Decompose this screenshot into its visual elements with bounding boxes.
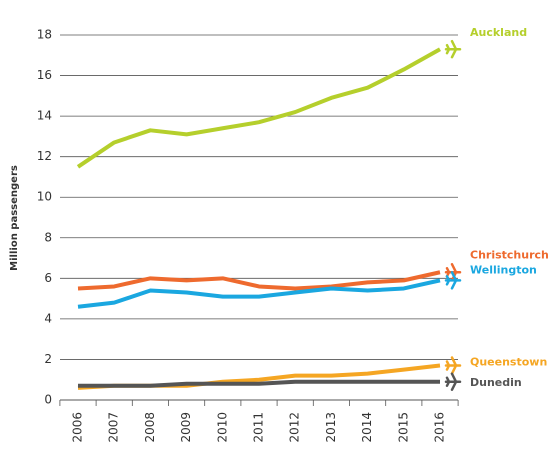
- x-tick-label: 2016: [433, 412, 447, 443]
- y-tick-label: 18: [37, 28, 52, 42]
- y-tick-label: 6: [44, 271, 52, 285]
- x-tick-label: 2010: [215, 412, 229, 443]
- x-tick-label: 2015: [396, 412, 410, 443]
- y-tick-label: 8: [44, 230, 52, 244]
- x-tick-label: 2006: [71, 412, 85, 443]
- x-tick-label: 2011: [252, 412, 266, 443]
- x-tick-label: 2007: [107, 412, 121, 443]
- x-tick-label: 2008: [143, 412, 157, 443]
- y-tick-label: 4: [44, 311, 52, 325]
- series-label: Christchurch: [470, 248, 549, 261]
- plane-icon: [444, 356, 462, 375]
- y-tick-label: 12: [37, 149, 52, 163]
- series-line: [76, 47, 441, 169]
- y-tick-label: 0: [44, 393, 52, 407]
- y-tick-label: 10: [37, 190, 52, 204]
- series-line: [77, 270, 441, 291]
- y-tick-label: 2: [44, 352, 52, 366]
- plane-icon: [444, 39, 462, 59]
- y-tick-label: 16: [37, 68, 52, 82]
- series-label: Wellington: [470, 263, 537, 276]
- series-label: Dunedin: [470, 376, 522, 389]
- x-tick-label: 2014: [360, 412, 374, 443]
- series-label: Queenstown: [470, 356, 547, 369]
- x-tick-label: 2009: [179, 412, 193, 443]
- series-line: [78, 379, 440, 388]
- x-tick-label: 2013: [324, 412, 338, 443]
- series-line: [77, 278, 441, 309]
- x-tick-label: 2012: [288, 412, 302, 443]
- plane-icon: [444, 271, 462, 290]
- plane-icon: [444, 372, 462, 391]
- series-label: Auckland: [470, 26, 527, 39]
- y-axis-label: Million passengers: [9, 165, 20, 271]
- y-tick-label: 14: [37, 109, 52, 123]
